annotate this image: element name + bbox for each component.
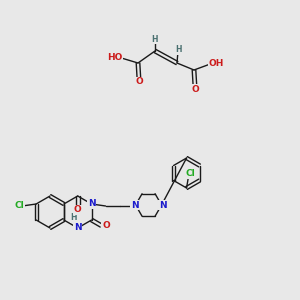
Text: O: O [74, 206, 82, 214]
Text: N: N [131, 200, 138, 209]
Text: N: N [88, 200, 95, 208]
Text: N: N [74, 224, 82, 232]
Text: H: H [175, 46, 181, 55]
Text: OH: OH [208, 58, 224, 68]
Text: Cl: Cl [14, 202, 24, 211]
Text: O: O [191, 85, 199, 94]
Text: N: N [159, 200, 167, 209]
Text: H: H [152, 34, 158, 43]
Text: HO: HO [107, 52, 123, 62]
Text: H: H [70, 214, 77, 223]
Text: O: O [102, 221, 110, 230]
Text: Cl: Cl [186, 169, 195, 178]
Text: O: O [135, 77, 143, 86]
